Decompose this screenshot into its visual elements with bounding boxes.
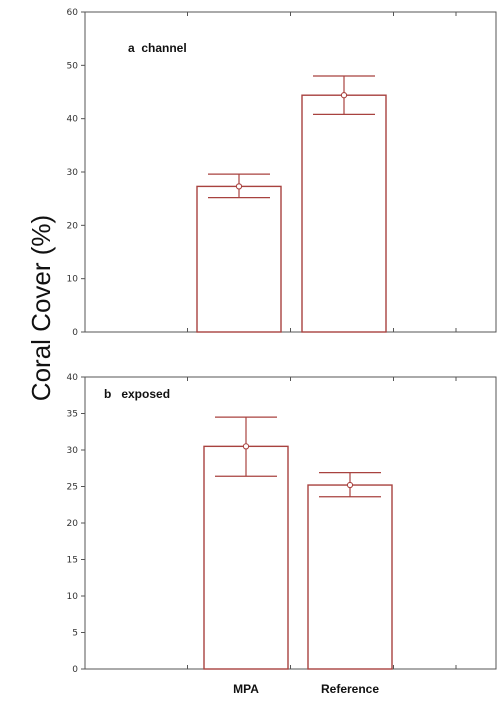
y-tick-label: 50: [67, 61, 79, 71]
mean-marker: [242, 443, 250, 450]
y-tick-label: 40: [67, 115, 79, 125]
mean-marker: [340, 92, 348, 99]
mean-marker: [346, 481, 354, 489]
y-tick-label: 30: [67, 446, 79, 456]
y-tick-label: 20: [67, 519, 79, 529]
bar-mpa: [196, 185, 282, 333]
category-label-reference: Reference: [321, 682, 379, 696]
y-tick-label: 15: [67, 556, 78, 566]
category-label-mpa: MPA: [233, 682, 259, 696]
plot-frame: [84, 11, 497, 333]
plot-frame: [84, 376, 497, 670]
panel-label: b exposed: [104, 387, 170, 401]
y-tick-label: 0: [72, 665, 78, 675]
y-tick-label: 35: [67, 410, 78, 420]
y-tick-label: 10: [67, 275, 79, 285]
y-tick-label: 10: [67, 592, 79, 602]
bar-reference: [301, 94, 387, 333]
y-tick-label: 5: [72, 629, 78, 639]
y-axis-label: Coral Cover (%): [26, 215, 56, 401]
mean-marker: [235, 183, 243, 190]
panel-a-channel: 0 10 20 30 40 50 60 a channel: [67, 8, 497, 338]
panel-label: a channel: [128, 41, 187, 55]
y-tick-label: 20: [67, 221, 79, 231]
panel-b-exposed: 0 5 10 15 20 25 30 35 40 MPA Reference b exposed: [67, 373, 497, 696]
y-tick-label: 40: [67, 373, 79, 383]
y-tick-label: 60: [67, 8, 79, 18]
bar-reference: [307, 484, 393, 670]
y-tick-label: 0: [72, 328, 78, 338]
bar-mpa: [203, 445, 289, 670]
y-tick-label: 25: [67, 483, 78, 493]
y-tick-label: 30: [67, 168, 79, 178]
